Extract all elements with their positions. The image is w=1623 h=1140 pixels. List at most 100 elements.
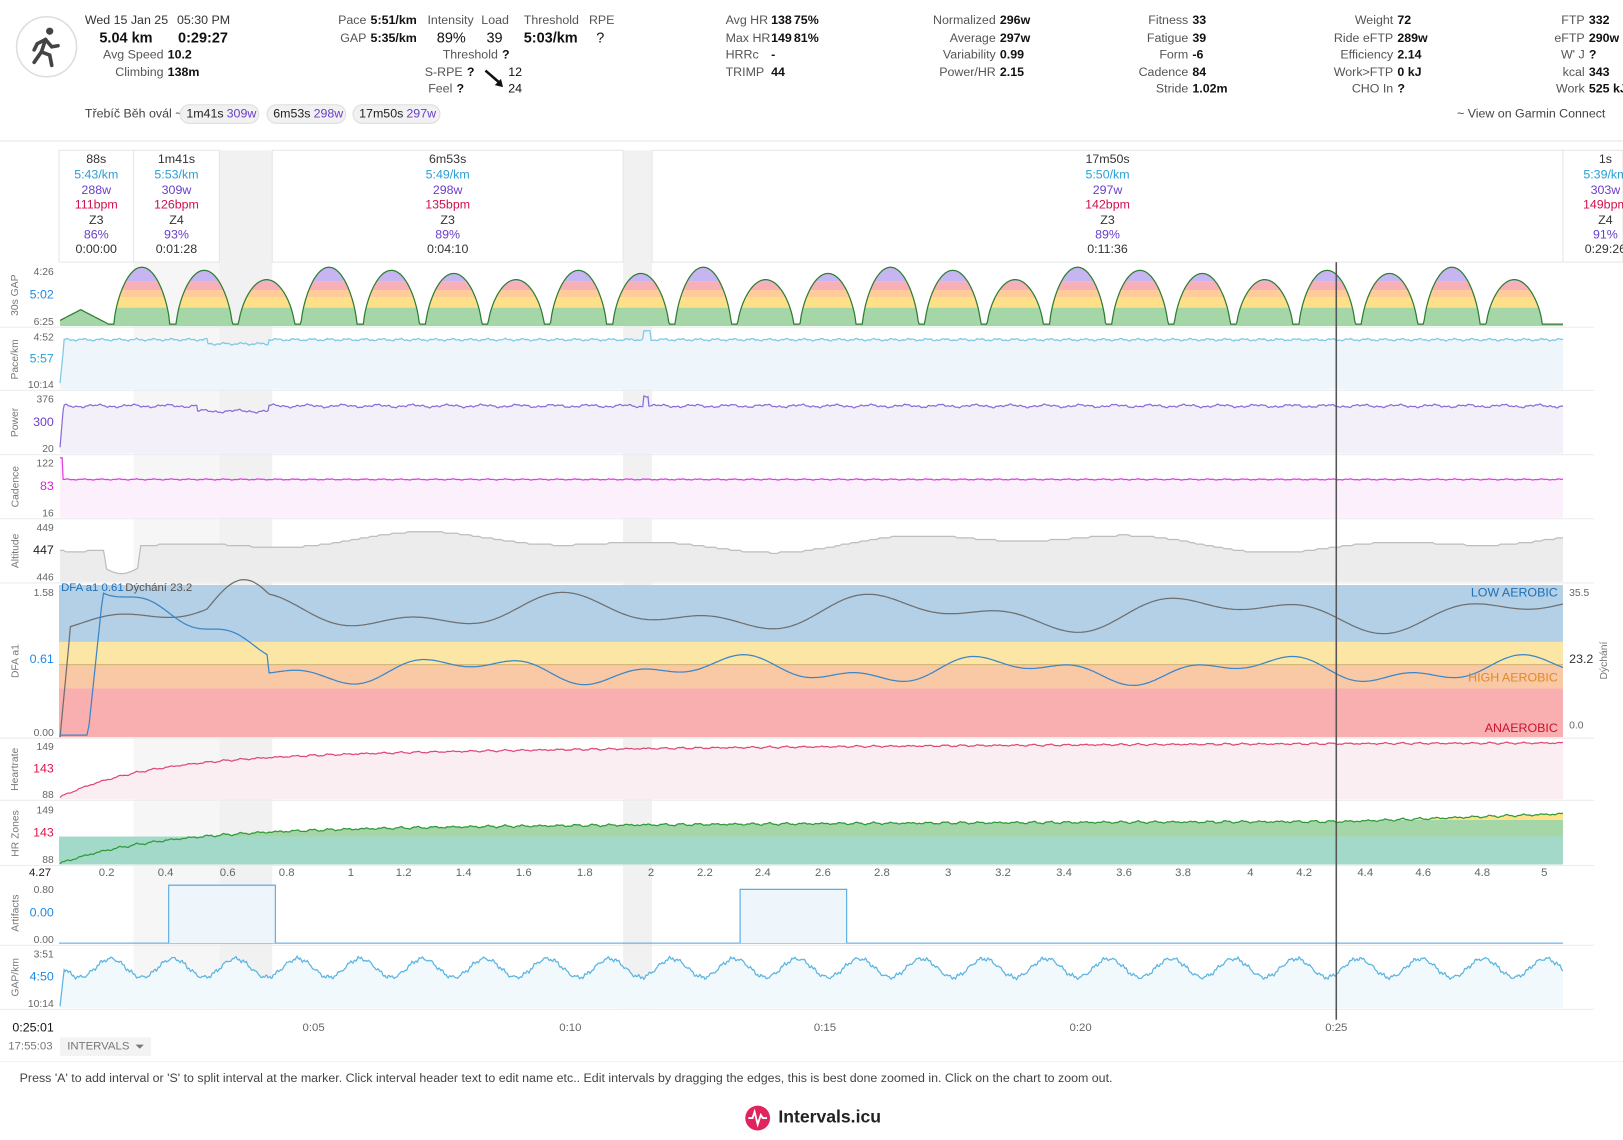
interval-stat[interactable]: 1s (1599, 152, 1612, 166)
subjective-score: 24 (508, 81, 522, 95)
stat-value: 525 kJ (1589, 81, 1623, 95)
interval-stat[interactable]: 93% (164, 227, 189, 241)
interval-stat[interactable]: 5:39/km (1583, 167, 1623, 181)
heartrate-line (59, 741, 1564, 798)
dropdown-caret[interactable] (135, 1044, 144, 1049)
interval-stat[interactable]: 135bpm (425, 197, 470, 211)
chip-power[interactable]: 309w (227, 106, 257, 120)
stat-label: Max HR (726, 31, 771, 45)
chip-power[interactable]: 297w (406, 106, 436, 120)
interval-stat[interactable]: Z3 (89, 213, 104, 227)
interval-stat[interactable]: 297w (1093, 183, 1123, 197)
chip-time[interactable]: 17m50s (359, 106, 403, 120)
interval-stat[interactable]: 309w (162, 183, 192, 197)
interval-stat[interactable]: 298w (433, 183, 463, 197)
dfa-zone-label: HIGH AEROBIC (1468, 670, 1558, 684)
x-tick-label: 0.4 (158, 867, 174, 879)
x-tick-label: 2.6 (815, 867, 831, 879)
interval-header[interactable] (271, 149, 624, 263)
garmin-link[interactable]: ~ View on Garmin Connect (1457, 106, 1606, 120)
interval-stat[interactable]: 89% (435, 227, 460, 241)
interval-stat[interactable]: 111bpm (75, 197, 118, 211)
interval-stat[interactable]: Z4 (169, 213, 184, 227)
interval-stat[interactable]: Z3 (440, 213, 455, 227)
panel-name: Pace/km (10, 339, 21, 379)
dfa-zone (58, 664, 1563, 689)
summary-value: 89% (437, 30, 466, 46)
interval-stat[interactable]: Z4 (1598, 213, 1613, 227)
interval-stat[interactable]: 149bpm (1583, 197, 1623, 211)
y-tick-label: 0.00 (34, 935, 54, 946)
dfa-zone (58, 585, 1563, 642)
interval-stat[interactable]: 5:49/km (426, 167, 470, 181)
summary-value: ? (596, 30, 604, 46)
interval-stat[interactable]: 126bpm (154, 197, 199, 211)
pace-line-fill (60, 330, 1563, 390)
interval-header[interactable] (1562, 149, 1623, 263)
y-tick-label: 300 (33, 415, 54, 429)
interval-stat[interactable]: 5:43/km (74, 167, 118, 181)
interval-stat[interactable]: 288w (81, 183, 111, 197)
panel-name: GAP/km (10, 958, 21, 997)
interval-stat[interactable]: 0:04:10 (427, 242, 468, 256)
hr-zone (58, 836, 1563, 865)
stat-value: 2.15 (1000, 65, 1024, 79)
interval-stat[interactable]: 88s (86, 152, 106, 166)
x-tick-label: 3.2 (995, 867, 1011, 879)
interval-stat[interactable]: 17m50s (1085, 152, 1129, 166)
interval-chip[interactable] (179, 104, 260, 124)
x-tick-label: 4.8 (1474, 867, 1490, 879)
interval-stat[interactable]: 89% (1095, 227, 1120, 241)
stat-value: 296w (1000, 13, 1031, 27)
stat-value: ? (1589, 47, 1597, 61)
chip-power[interactable]: 298w (314, 106, 344, 120)
stat-label: Variability (943, 47, 997, 61)
interval-stat[interactable]: Z3 (1100, 213, 1115, 227)
intervals-button-label[interactable]: INTERVALS (67, 1041, 130, 1053)
chip-time[interactable]: 6m53s (273, 106, 310, 120)
intervals-button[interactable] (60, 1037, 152, 1056)
x-tick-label: 2.8 (874, 867, 890, 879)
stat-value: -6 (1192, 47, 1203, 61)
x-tick-label: 1.8 (577, 867, 593, 879)
x-tick-label: 5 (1541, 867, 1547, 879)
interval-header[interactable] (133, 149, 220, 263)
subjective-value: ? (456, 81, 464, 95)
interval-chip[interactable] (266, 104, 347, 124)
interval-stat[interactable]: 303w (1591, 183, 1621, 197)
summary-label: Intensity (427, 13, 474, 27)
y-tick-label: 446 (37, 572, 55, 583)
y-tick-label: 4:26 (34, 267, 54, 278)
x-tick-label: 4 (1247, 867, 1253, 879)
interval-stat[interactable]: 5:50/km (1085, 167, 1129, 181)
x-tick-label: 1.2 (396, 867, 412, 879)
interval-stat[interactable]: 0:00:00 (76, 242, 117, 256)
gap-zone (60, 297, 1563, 308)
time-tick-label: 0:20 (1070, 1022, 1092, 1034)
interval-stat[interactable]: 142bpm (1085, 197, 1130, 211)
gapkm-line-fill (60, 956, 1563, 1009)
interval-chip[interactable] (352, 104, 441, 124)
y-tick-label: 149 (37, 742, 55, 753)
stat-value: 0 kJ (1397, 65, 1421, 79)
interval-header[interactable] (58, 149, 135, 263)
stat-label: Ride eFTP (1334, 31, 1393, 45)
interval-stat[interactable]: 0:11:36 (1087, 242, 1128, 256)
interval-stat[interactable]: 0:01:28 (156, 242, 197, 256)
interval-stat[interactable]: 5:53/km (154, 167, 198, 181)
stat-label: Normalized (933, 13, 996, 27)
subjective-value: ? (502, 47, 510, 61)
interval-stat[interactable]: 1m41s (158, 152, 195, 166)
chip-time[interactable]: 1m41s (186, 106, 223, 120)
stat-label: Power/HR (939, 65, 996, 79)
panel-name: Power (10, 407, 21, 437)
x-tick-label: 0.6 (220, 867, 236, 879)
interval-stat[interactable]: 86% (84, 227, 109, 241)
y-tick-label: 88 (42, 855, 54, 866)
stat-label: HRRc (726, 47, 759, 61)
interval-stat[interactable]: 6m53s (429, 152, 466, 166)
interval-stat[interactable]: 91% (1593, 227, 1618, 241)
activity-date: Wed 15 Jan 25 (85, 13, 168, 27)
interval-stat[interactable]: 0:29:26 (1585, 242, 1623, 256)
y2-tick-label: 35.5 (1569, 588, 1589, 599)
